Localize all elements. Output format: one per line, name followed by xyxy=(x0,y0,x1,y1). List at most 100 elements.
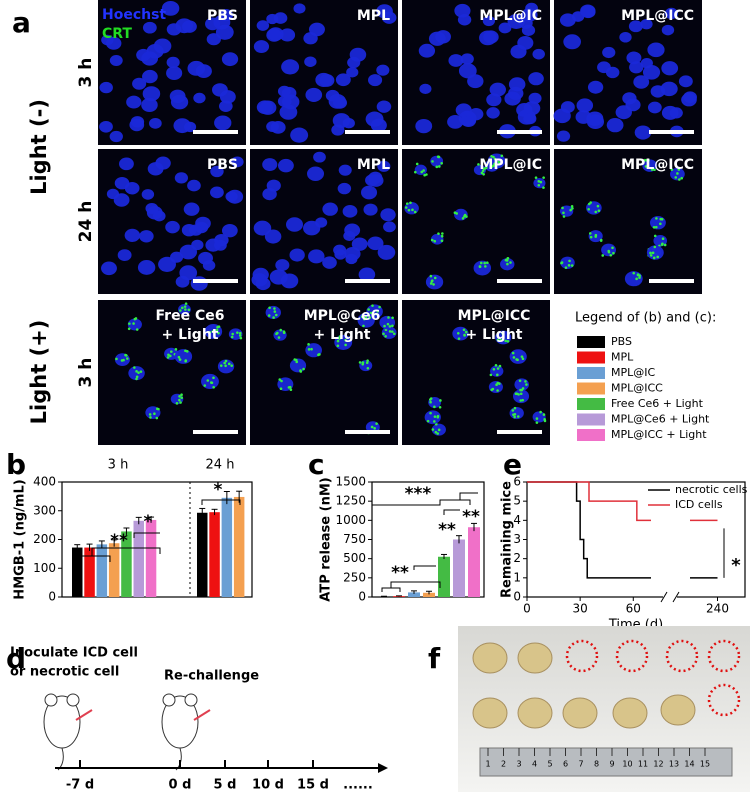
crt-signal xyxy=(495,383,498,387)
crt-signal xyxy=(411,208,414,212)
cell-nucleus xyxy=(141,97,158,113)
crt-signal xyxy=(568,259,571,263)
crt-signal xyxy=(178,395,181,398)
crt-signal xyxy=(437,232,440,235)
bar xyxy=(121,531,132,597)
crt-signal xyxy=(437,428,441,432)
bar xyxy=(453,539,465,597)
crt-signal xyxy=(587,207,590,211)
crt-signal xyxy=(307,348,311,351)
cell-nucleus xyxy=(633,75,650,89)
bar xyxy=(393,596,405,597)
crt-signal xyxy=(462,328,466,332)
tumor xyxy=(472,642,508,674)
crt-signal xyxy=(431,428,435,431)
crt-signal xyxy=(137,371,140,374)
cell-nucleus xyxy=(212,83,228,97)
cell-nucleus xyxy=(149,117,162,129)
group-label: 24 h xyxy=(206,458,235,473)
crt-signal xyxy=(496,389,499,392)
crt-signal xyxy=(134,317,138,320)
crt-signal xyxy=(175,402,179,405)
crt-signal xyxy=(517,393,520,396)
cell-nucleus xyxy=(153,38,172,54)
cell-nucleus xyxy=(628,20,643,33)
legend-swatch xyxy=(577,429,605,441)
crt-signal xyxy=(481,169,485,173)
crt-signal xyxy=(310,347,313,351)
mouse-ear xyxy=(162,693,176,707)
legend-label: Free Ce6 + Light xyxy=(611,397,704,410)
ruler-label: 5 xyxy=(547,760,552,769)
cell-nucleus xyxy=(119,157,134,171)
cell-nucleus xyxy=(619,32,632,43)
crt-signal xyxy=(433,420,436,423)
cell-nucleus xyxy=(448,54,464,67)
y-tick-label: 0 xyxy=(48,590,56,604)
cell-nucleus xyxy=(259,100,277,115)
crt-signal xyxy=(649,251,652,255)
cell-nucleus xyxy=(626,51,642,65)
image-label: MPL@IC xyxy=(479,157,542,173)
scale-bar xyxy=(193,279,238,283)
cell-nucleus xyxy=(266,179,281,192)
syringe xyxy=(193,709,211,721)
y-tick-label: 5 xyxy=(513,494,521,508)
y-tick-label: 200 xyxy=(33,532,56,546)
crt-signal xyxy=(649,254,653,257)
crt-signal xyxy=(383,324,386,328)
crt-signal xyxy=(375,422,378,425)
crt-signal xyxy=(184,308,187,311)
cell-nucleus xyxy=(214,115,232,131)
crt-signal xyxy=(611,246,614,250)
crt-signal xyxy=(497,160,500,164)
crt-signal xyxy=(153,412,156,416)
cell-nucleus xyxy=(683,91,697,104)
cell-nucleus xyxy=(625,98,641,112)
crt-signal xyxy=(184,359,188,362)
crt-signal xyxy=(433,239,437,243)
cell-nucleus xyxy=(580,4,596,18)
cell-nucleus xyxy=(279,28,296,42)
y-tick-label: 0 xyxy=(513,590,521,604)
cell-nucleus xyxy=(290,127,309,143)
cell-nucleus xyxy=(606,118,624,133)
cell-nucleus xyxy=(210,165,224,178)
legend-label: necrotic cells xyxy=(675,483,748,496)
crt-signal xyxy=(148,413,152,416)
crt-signal xyxy=(378,305,381,309)
crt-signal xyxy=(361,361,365,364)
crt-signal xyxy=(515,358,518,361)
empty-site xyxy=(707,683,741,717)
bar xyxy=(233,496,245,597)
crt-signal xyxy=(594,235,597,238)
crt-signal xyxy=(520,355,524,358)
cell-nucleus xyxy=(281,59,300,75)
tumor xyxy=(517,642,553,674)
annotation: *** xyxy=(405,484,432,504)
cell-nucleus xyxy=(130,116,145,128)
cell-nucleus xyxy=(205,238,221,252)
crt-signal xyxy=(429,274,433,278)
cell-nucleus xyxy=(460,53,474,65)
crt-signal xyxy=(496,373,499,377)
crt-signal xyxy=(166,356,170,359)
y-axis-label: Remaining mice xyxy=(500,481,515,598)
cell-nucleus xyxy=(533,178,546,189)
crt-signal xyxy=(371,304,374,307)
cell-nucleus xyxy=(528,92,542,104)
cell-nucleus xyxy=(179,265,198,281)
crt-signal xyxy=(407,208,411,212)
crt-signal xyxy=(494,364,498,367)
crt-signal xyxy=(561,206,564,210)
empty-site xyxy=(615,639,649,673)
ruler-label: 8 xyxy=(594,760,599,769)
crt-signal xyxy=(183,305,187,308)
group-label: 3 h xyxy=(108,458,129,473)
cell-nucleus xyxy=(486,93,502,107)
panel-label: c xyxy=(308,448,325,481)
empty-site xyxy=(565,639,599,673)
crt-signal xyxy=(542,186,545,189)
empty-site xyxy=(665,639,699,673)
